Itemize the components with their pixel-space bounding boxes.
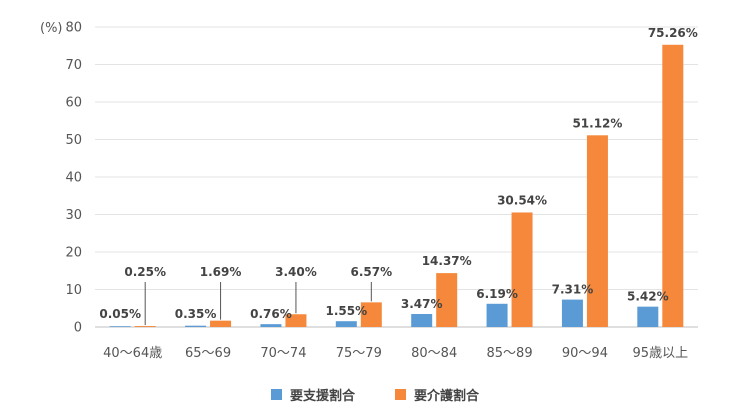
y-tick-label: 30 bbox=[65, 208, 82, 223]
legend-swatch-care bbox=[395, 389, 406, 400]
x-category-label: 75～79 bbox=[336, 346, 382, 361]
bar-care bbox=[662, 44, 684, 328]
data-label-support: 0.76% bbox=[250, 307, 292, 321]
x-category-label: 40～64歳 bbox=[103, 346, 162, 361]
data-label-support: 5.42% bbox=[627, 290, 669, 304]
x-category-label: 70～74 bbox=[260, 346, 306, 361]
data-label-care: 14.37% bbox=[422, 254, 472, 268]
legend-item-support: 要支援割合 bbox=[270, 385, 355, 404]
y-tick-label: 0 bbox=[74, 321, 82, 336]
bar-support bbox=[637, 306, 659, 327]
data-label-care: 51.12% bbox=[572, 116, 622, 130]
y-tick-label: 60 bbox=[65, 96, 82, 111]
bar-care bbox=[511, 212, 533, 327]
bar-support bbox=[486, 303, 508, 327]
data-label-support: 7.31% bbox=[552, 283, 594, 297]
data-label-care: 30.54% bbox=[497, 193, 547, 207]
y-tick-label: 20 bbox=[65, 246, 82, 261]
data-label-care: 1.69% bbox=[200, 265, 242, 279]
y-tick-label: 80 bbox=[65, 21, 82, 36]
x-category-label: 95歳以上 bbox=[633, 346, 689, 361]
data-label-care: 75.26% bbox=[648, 26, 698, 40]
legend-item-care: 要介護割合 bbox=[395, 385, 479, 404]
bar-support bbox=[185, 325, 207, 327]
x-category-label: 90～94 bbox=[562, 346, 608, 361]
data-label-care: 6.57% bbox=[350, 265, 392, 279]
legend-label-care: 要介護割合 bbox=[414, 389, 480, 404]
data-label-support: 0.35% bbox=[175, 307, 217, 321]
bar-care bbox=[436, 273, 458, 327]
bar-support bbox=[260, 324, 282, 327]
y-tick-label: 40 bbox=[65, 171, 82, 186]
legend-label-support: 要支援割合 bbox=[289, 389, 355, 404]
y-unit-label: (%) bbox=[40, 21, 63, 36]
legend-swatch-support bbox=[270, 389, 282, 400]
data-label-support: 3.47% bbox=[401, 297, 443, 311]
data-label-care: 3.40% bbox=[275, 265, 317, 279]
bar-care bbox=[210, 320, 232, 327]
x-category-label: 80～84 bbox=[411, 346, 457, 361]
legend: 要支援割合 要介護割合 bbox=[0, 385, 750, 404]
x-category-label: 85～89 bbox=[487, 346, 533, 361]
data-label-support: 0.05% bbox=[99, 307, 141, 321]
bar-support bbox=[411, 313, 433, 327]
bar-care bbox=[285, 314, 307, 327]
bar-support bbox=[109, 326, 131, 327]
bar-care bbox=[134, 326, 156, 327]
data-label-support: 6.19% bbox=[476, 287, 518, 301]
bar-care bbox=[360, 302, 382, 327]
y-tick-label: 10 bbox=[65, 283, 82, 298]
y-tick-label: 70 bbox=[65, 58, 82, 73]
data-label-care: 0.25% bbox=[124, 265, 166, 279]
bar-support bbox=[335, 321, 357, 327]
data-label-support: 1.55% bbox=[325, 304, 367, 318]
bar-support bbox=[561, 299, 583, 327]
x-category-label: 65～69 bbox=[185, 346, 231, 361]
bar-care bbox=[586, 135, 608, 327]
y-tick-label: 50 bbox=[65, 133, 82, 148]
